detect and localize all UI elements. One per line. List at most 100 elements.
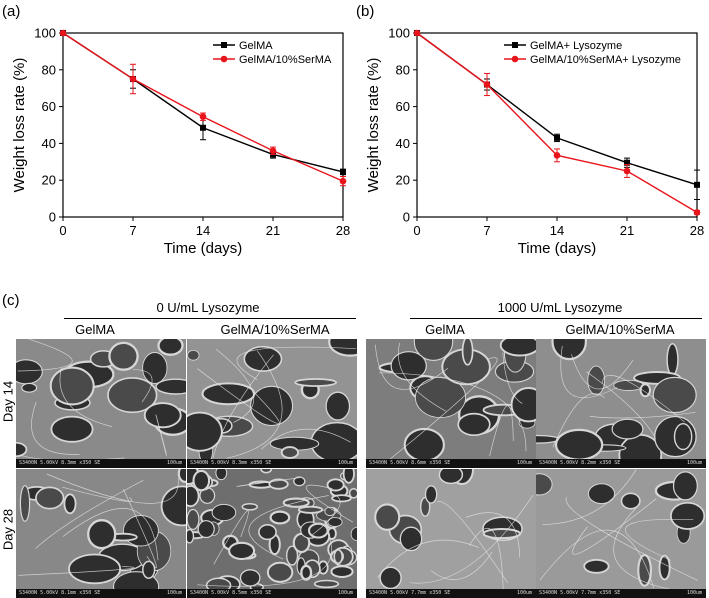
- sem-pore: [324, 506, 336, 517]
- sem-pore: [293, 476, 306, 487]
- sem-pore: [280, 446, 300, 459]
- sem-fiber: [539, 529, 655, 589]
- sem-pore: [374, 503, 401, 531]
- sem-pore: [307, 522, 329, 539]
- data-point: [199, 113, 207, 121]
- sem-pore: [457, 412, 491, 437]
- x-tick-label: 7: [483, 223, 490, 238]
- sem-pore: [187, 508, 200, 530]
- sem-pore: [672, 471, 698, 501]
- sem-group-title-1: 1000 U/mL Lysozyme: [497, 300, 623, 315]
- sem-pore: [68, 553, 122, 585]
- sem-micrograph: S3400N 5.00kV 8.3mm x350 SE 100um: [16, 339, 186, 468]
- sem-pore: [19, 485, 31, 522]
- sem-fiber: [465, 512, 521, 558]
- sem-pore: [328, 339, 357, 357]
- sem-fiber: [197, 368, 280, 424]
- sem-instrument-info: S3400N 5.00kV 8.6mm x350 SE: [369, 460, 451, 466]
- sem-fiber: [132, 369, 153, 403]
- sem-instrument-info: S3400N 5.00kV 7.7mm x350 SE: [539, 590, 621, 596]
- sem-pore: [122, 515, 159, 547]
- sem-scale-label: 100um: [337, 460, 353, 466]
- sem-pore: [350, 527, 357, 541]
- sem-info-bar: S3400N 5.00kV 8.6mm x350 SE 100um: [366, 459, 536, 468]
- y-tick-label: 20: [396, 173, 410, 188]
- sem-group-rule-1: [410, 318, 702, 319]
- sem-instrument-info: S3400N 5.00kV 8.2mm x350 SE: [539, 460, 621, 466]
- sem-texture: [16, 339, 186, 468]
- data-point: [340, 168, 346, 175]
- sem-pore: [49, 366, 95, 406]
- sem-column-label-3: GelMA/10%SerMA: [565, 322, 675, 337]
- sem-texture: [366, 469, 536, 598]
- x-axis-title: Time (days): [164, 240, 243, 257]
- sem-info-bar: S3400N 5.00kV 8.3mm x350 SE 100um: [16, 459, 186, 468]
- sem-pore: [673, 422, 693, 451]
- panel-label-a: (a): [2, 3, 21, 20]
- sem-info-bar: S3400N 5.00kV 8.5mm x350 SE 100um: [187, 589, 357, 598]
- y-tick-label: 60: [42, 99, 56, 114]
- sem-pore: [611, 418, 644, 440]
- sem-fiber: [552, 393, 605, 448]
- sem-fiber: [155, 414, 167, 457]
- sem-pore: [666, 342, 679, 377]
- sem-fiber: [305, 484, 354, 523]
- sem-fiber: [62, 508, 159, 561]
- sem-fiber: [46, 473, 179, 504]
- weight-loss-chart-b: 0 7 14 21 28 0 20 40 60 80 100 Time (days) Weight lo…: [365, 26, 704, 258]
- sem-pore: [333, 548, 343, 565]
- sem-pore: [620, 492, 641, 510]
- sem-texture: [187, 339, 357, 468]
- sem-column-label-0: GelMA: [75, 322, 115, 337]
- sem-pore: [87, 519, 117, 550]
- sem-texture: [536, 339, 706, 468]
- sem-group-rule-0: [64, 318, 356, 319]
- sem-fiber: [379, 372, 527, 452]
- panel-label-c: (c): [2, 292, 20, 309]
- sem-pore: [177, 469, 186, 483]
- x-tick-label: 14: [196, 223, 210, 238]
- sem-fiber: [437, 501, 508, 583]
- sem-pore: [300, 564, 313, 581]
- sem-pore: [160, 485, 186, 527]
- sem-column-label-1: GelMA/10%SerMA: [220, 322, 330, 337]
- sem-pore: [260, 469, 273, 474]
- sem-scale-label: 100um: [337, 590, 353, 596]
- sem-fiber: [469, 527, 504, 597]
- sem-micrograph: S3400N 5.00kV 8.6mm x350 SE 100um: [366, 339, 536, 468]
- sem-pore: [461, 339, 474, 366]
- sem-pore: [499, 339, 536, 357]
- sem-pore: [342, 469, 355, 484]
- sem-pore: [652, 376, 697, 414]
- legend-label-0: GelMA+ Lysozyme: [530, 40, 622, 52]
- x-tick-label: 14: [550, 223, 564, 238]
- y-tick-label: 100: [388, 26, 410, 41]
- sem-pore: [21, 382, 38, 393]
- sem-fiber: [571, 354, 634, 390]
- y-tick-label: 0: [49, 210, 56, 225]
- panel-label-b: (b): [356, 3, 375, 20]
- weight-loss-chart-a: 0 7 14 21 28 0 20 40 60 80 100 Time (days) Weight lo…: [11, 26, 350, 258]
- sem-pore: [413, 339, 454, 361]
- data-point: [554, 134, 560, 141]
- sem-instrument-info: S3400N 5.00kV 8.5mm x350 SE: [190, 590, 272, 596]
- sem-micrograph: S3400N 5.00kV 8.3mm x350 SE 100um: [187, 339, 357, 468]
- sem-fiber: [122, 489, 157, 568]
- sem-pore: [197, 520, 215, 539]
- sem-pore: [63, 493, 77, 515]
- sem-pore: [414, 376, 467, 419]
- sem-fiber: [377, 539, 480, 578]
- legend-marker-1: [511, 55, 519, 63]
- x-tick-label: 28: [690, 223, 704, 238]
- x-tick-label: 0: [59, 223, 66, 238]
- sem-micrograph: S3400N 5.00kV 7.7mm x350 SE 100um: [366, 469, 536, 598]
- y-tick-label: 40: [396, 136, 410, 151]
- sem-pore: [325, 391, 351, 421]
- sem-scale-label: 100um: [516, 590, 532, 596]
- sem-scale-label: 100um: [166, 590, 182, 596]
- sem-pore: [50, 415, 94, 443]
- sem-fiber: [213, 510, 249, 565]
- sem-pore: [294, 378, 338, 387]
- data-point: [623, 167, 631, 175]
- sem-pore: [187, 485, 200, 508]
